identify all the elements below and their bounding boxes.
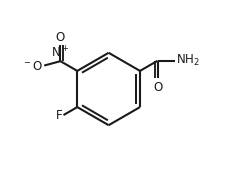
Text: O: O [56, 30, 65, 44]
Text: $^-$O: $^-$O [22, 60, 43, 73]
Text: N$^+$: N$^+$ [51, 45, 70, 60]
Text: O: O [153, 80, 162, 93]
Text: NH$_2$: NH$_2$ [176, 53, 200, 68]
Text: F: F [55, 109, 62, 122]
